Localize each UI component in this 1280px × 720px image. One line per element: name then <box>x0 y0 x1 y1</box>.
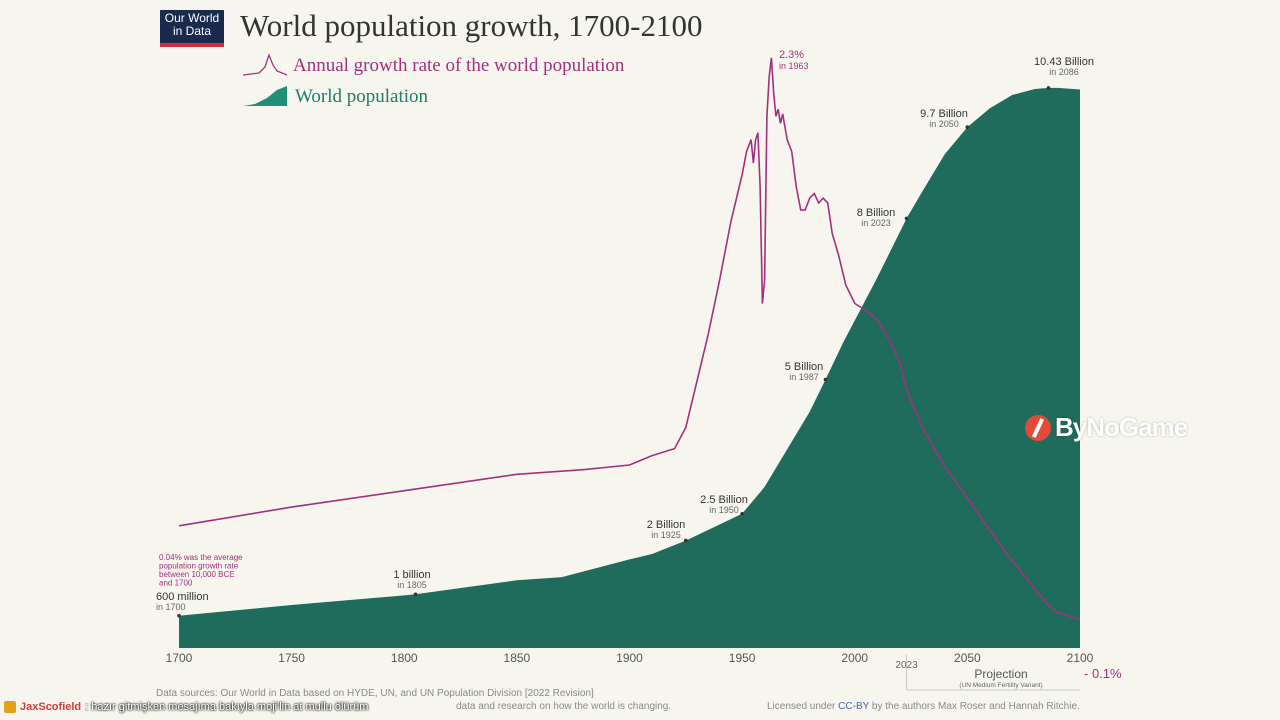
population-year-2023: in 2023 <box>861 218 891 228</box>
x-tick-label-1750: 1750 <box>278 651 305 665</box>
logo-line-1: Our World <box>164 11 220 25</box>
x-tick-label-1850: 1850 <box>504 651 531 665</box>
population-marker-2023 <box>904 216 909 221</box>
x-tick-label-1950: 1950 <box>729 651 756 665</box>
population-label-1950: 2.5 Billion <box>700 494 748 506</box>
data-sources: Data sources: Our World in Data based on… <box>156 688 594 699</box>
population-marker-2086 <box>1046 86 1051 90</box>
license-text: Licensed under CC-BY by the authors Max … <box>767 701 1080 712</box>
chat-overlay: JaxScofield : hazır gitmişken mesajıma b… <box>0 698 368 716</box>
x-tick-label-2023: 2023 <box>895 660 918 671</box>
license-post: by the authors Max Roser and Hannah Ritc… <box>871 701 1080 712</box>
population-year-1987: in 1987 <box>789 372 819 382</box>
bynogame-logo-icon <box>1025 414 1051 441</box>
license-pre: Licensed under <box>767 701 836 712</box>
population-label-1700: 600 million <box>156 591 209 603</box>
population-label-2050: 9.7 Billion <box>920 108 968 120</box>
early-rate-note-1: population growth rate <box>159 562 239 571</box>
growth-legend-icon <box>243 53 288 76</box>
population-marker-1925 <box>684 538 688 543</box>
growth-peak-year: in 1963 <box>779 61 809 71</box>
logo-line-2: in Data <box>172 24 212 38</box>
population-label-2086: 10.43 Billion <box>1034 56 1094 68</box>
population-year-1950: in 1950 <box>709 505 739 515</box>
growth-end-value: - 0.1% <box>1084 666 1122 681</box>
projection-label: Projection <box>974 667 1027 681</box>
license-link[interactable]: CC-BY <box>838 701 870 712</box>
owid-mission: data and research on how the world is ch… <box>456 701 672 712</box>
early-rate-note-3: and 1700 <box>159 579 193 588</box>
chat-username[interactable]: JaxScofield <box>20 701 82 713</box>
population-year-1700: in 1700 <box>156 602 186 612</box>
legend-growth-rate: Annual growth rate of the world populati… <box>293 55 625 76</box>
watermark: ByNoGame <box>1025 412 1188 443</box>
chat-badge-icon <box>4 701 16 713</box>
population-marker-2050 <box>965 125 970 129</box>
x-tick-label-1700: 1700 <box>166 651 193 665</box>
population-label-2023: 8 Billion <box>857 207 896 219</box>
population-area <box>179 87 1080 648</box>
early-rate-note-0: 0.04% was the average <box>159 553 243 562</box>
population-year-2050: in 2050 <box>929 119 959 129</box>
x-tick-label-1800: 1800 <box>391 651 418 665</box>
population-year-1925: in 1925 <box>651 530 681 540</box>
projection-sublabel: (UN Medium Fertility Variant) <box>959 682 1042 689</box>
population-label-1925: 2 Billion <box>647 519 686 531</box>
chart-title: World population growth, 1700-2100 <box>240 8 703 43</box>
owid-logo[interactable]: Our World in Data <box>160 10 224 47</box>
population-marker-1950 <box>740 511 744 516</box>
chat-message: : hazır gitmişken mesajıma bakıyla moji'… <box>85 701 369 713</box>
x-tick-label-1900: 1900 <box>616 651 643 665</box>
x-tick-label-2050: 2050 <box>954 651 981 665</box>
population-marker-1805 <box>413 592 418 597</box>
watermark-text: ByNoGame <box>1055 412 1188 442</box>
early-rate-note-2: between 10,000 BCE <box>159 570 235 579</box>
population-year-1805: in 1805 <box>397 580 427 590</box>
population-label-1987: 5 Billion <box>785 361 824 373</box>
growth-peak-value: 2.3% <box>779 49 804 61</box>
population-marker-1987 <box>823 377 828 382</box>
x-tick-label-2000: 2000 <box>841 651 868 665</box>
growth-rate-line <box>178 57 1081 621</box>
population-year-2086: in 2086 <box>1049 67 1079 77</box>
legend-world-population: World population <box>295 86 429 107</box>
x-tick-label-2100: 2100 <box>1067 651 1094 665</box>
population-marker-1700 <box>177 613 181 618</box>
population-label-1805: 1 billion <box>393 569 430 581</box>
population-legend-icon <box>243 86 287 106</box>
